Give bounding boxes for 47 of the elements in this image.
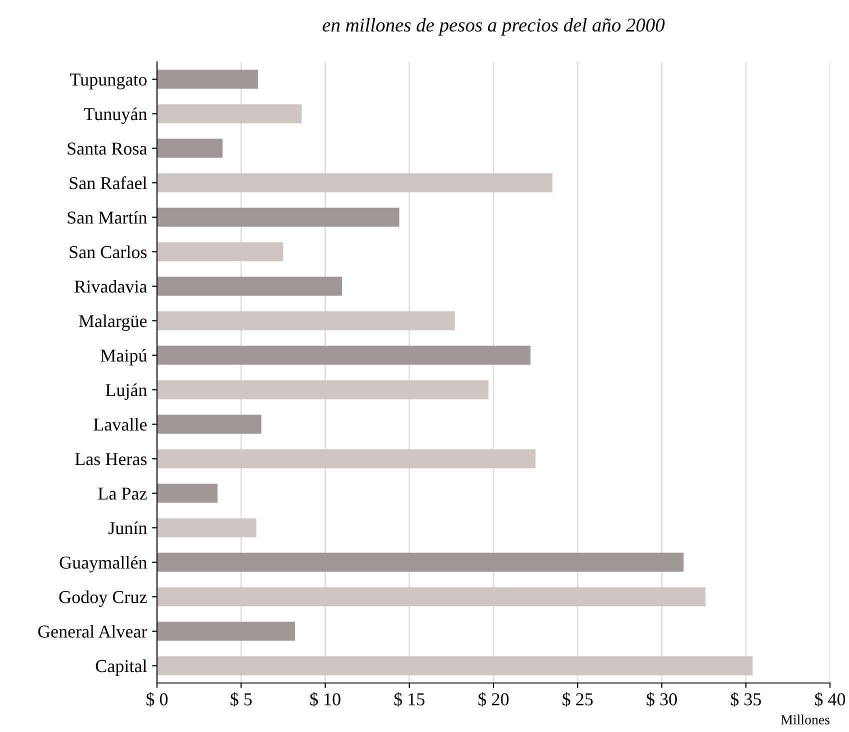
x-tick-label: $ 20 (478, 692, 509, 707)
y-tick-label: Las Heras (75, 453, 147, 466)
x-tick-label: $ 40 (814, 692, 846, 707)
x-tick-label: $ 25 (562, 692, 593, 707)
y-tick-label: Junín (108, 521, 148, 534)
x-tick-label: $ 15 (394, 692, 424, 707)
y-tick-label: Godoy Cruz (59, 590, 147, 607)
bar (157, 138, 223, 158)
bar (157, 414, 262, 434)
x-tick-label: $ 0 (146, 692, 168, 707)
y-tick-label: Malargüe (78, 314, 147, 331)
bar (157, 242, 284, 262)
y-tick-label: Capital (96, 659, 147, 676)
y-tick-label: San Carlos (70, 245, 147, 258)
bar (157, 208, 400, 227)
y-tick-label: Tupungato (70, 74, 147, 90)
y-tick-label: Tunuyán (84, 107, 148, 124)
bar (157, 70, 258, 89)
bar (157, 173, 552, 192)
x-tick-label: $ 35 (730, 692, 761, 707)
y-tick-label: San Rafael (70, 176, 147, 190)
bar (157, 276, 342, 296)
x-axis-title: Millones (781, 714, 830, 724)
y-tick-label: La Paz (98, 488, 147, 500)
bar (157, 552, 684, 572)
y-tick-label: Guaymallén (60, 556, 147, 572)
bar (157, 104, 302, 124)
x-tick-label: $ 10 (310, 692, 340, 707)
y-tick-label: Rivadavia (74, 280, 148, 293)
x-tick-label: $ 30 (646, 692, 677, 707)
bar (157, 346, 531, 365)
y-tick-label: Lavalle (94, 418, 147, 431)
x-tick-label: $ 5 (230, 692, 252, 707)
bar (157, 622, 295, 641)
chart-title: en millones de pesos a precios del año 2000 (322, 18, 665, 36)
y-tick-label: Luján (106, 383, 148, 400)
y-tick-label: General Alvear (38, 624, 148, 638)
bar (157, 587, 706, 606)
bar (157, 656, 753, 676)
bar (157, 380, 488, 400)
bar (157, 518, 256, 538)
bar (157, 311, 455, 330)
bar (157, 449, 536, 468)
y-tick-label: San Martín (68, 210, 148, 224)
y-tick-label: Maipú (100, 348, 147, 366)
y-tick-label: Santa Rosa (68, 142, 148, 155)
bar (157, 484, 218, 503)
